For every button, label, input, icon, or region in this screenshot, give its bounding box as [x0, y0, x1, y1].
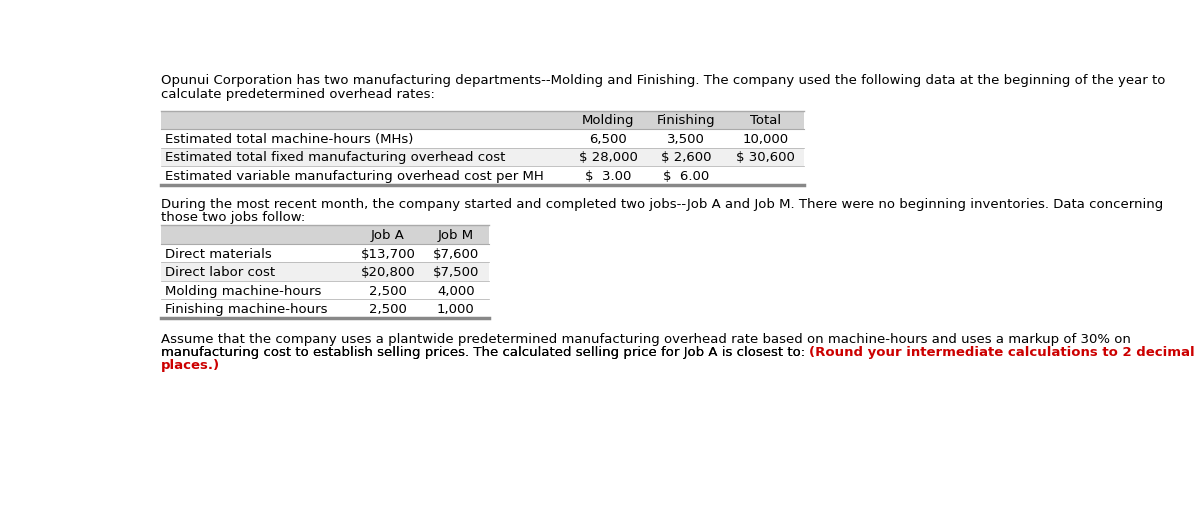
Text: During the most recent month, the company started and completed two jobs--Job A : During the most recent month, the compan… [161, 199, 1163, 211]
Text: Job A: Job A [371, 229, 404, 242]
Bar [161, 225, 488, 244]
Text: Total: Total [750, 114, 781, 127]
Text: Molding: Molding [582, 114, 635, 127]
Text: $13,700: $13,700 [360, 248, 415, 260]
Text: manufacturing cost to establish selling prices. The calculated selling price for: manufacturing cost to establish selling … [161, 346, 809, 359]
Text: $ 30,600: $ 30,600 [736, 151, 794, 165]
Bar [161, 129, 804, 148]
Text: Estimated total fixed manufacturing overhead cost: Estimated total fixed manufacturing over… [164, 151, 505, 165]
Text: Assume that the company uses a plantwide predetermined manufacturing overhead ra: Assume that the company uses a plantwide… [161, 333, 1130, 346]
Text: 2,500: 2,500 [368, 285, 407, 298]
Text: 3,500: 3,500 [667, 133, 704, 146]
Text: 4,000: 4,000 [437, 285, 474, 298]
Text: $  6.00: $ 6.00 [662, 170, 709, 183]
Text: Finishing: Finishing [656, 114, 715, 127]
Text: $  3.00: $ 3.00 [586, 170, 631, 183]
Text: 1,000: 1,000 [437, 303, 475, 316]
Text: (Round your intermediate calculations to 2 decimal: (Round your intermediate calculations to… [809, 346, 1195, 359]
Text: 6,500: 6,500 [589, 133, 628, 146]
Text: $7,600: $7,600 [433, 248, 479, 260]
Text: $20,800: $20,800 [361, 266, 415, 279]
Bar [161, 263, 488, 281]
Bar [161, 148, 804, 166]
Text: Direct materials: Direct materials [164, 248, 271, 260]
Text: Estimated variable manufacturing overhead cost per MH: Estimated variable manufacturing overhea… [164, 170, 544, 183]
Text: $ 28,000: $ 28,000 [578, 151, 638, 165]
Bar [161, 244, 488, 263]
Text: Estimated total machine-hours (MHs): Estimated total machine-hours (MHs) [164, 133, 413, 146]
Text: Direct labor cost: Direct labor cost [164, 266, 275, 279]
Text: places.): places.) [161, 359, 220, 373]
Text: 2,500: 2,500 [368, 303, 407, 316]
Text: $ 2,600: $ 2,600 [661, 151, 712, 165]
Bar [161, 166, 804, 184]
Text: Job M: Job M [438, 229, 474, 242]
Text: calculate predetermined overhead rates:: calculate predetermined overhead rates: [161, 88, 434, 101]
Text: 10,000: 10,000 [743, 133, 788, 146]
Text: those two jobs follow:: those two jobs follow: [161, 212, 305, 224]
Bar [161, 111, 804, 129]
Bar [161, 299, 488, 318]
Text: Finishing machine-hours: Finishing machine-hours [164, 303, 328, 316]
Text: Opunui Corporation has two manufacturing departments--Molding and Finishing. The: Opunui Corporation has two manufacturing… [161, 74, 1165, 88]
Bar [161, 281, 488, 299]
Text: Molding machine-hours: Molding machine-hours [164, 285, 322, 298]
Text: manufacturing cost to establish selling prices. The calculated selling price for: manufacturing cost to establish selling … [161, 346, 809, 359]
Text: $7,500: $7,500 [432, 266, 479, 279]
